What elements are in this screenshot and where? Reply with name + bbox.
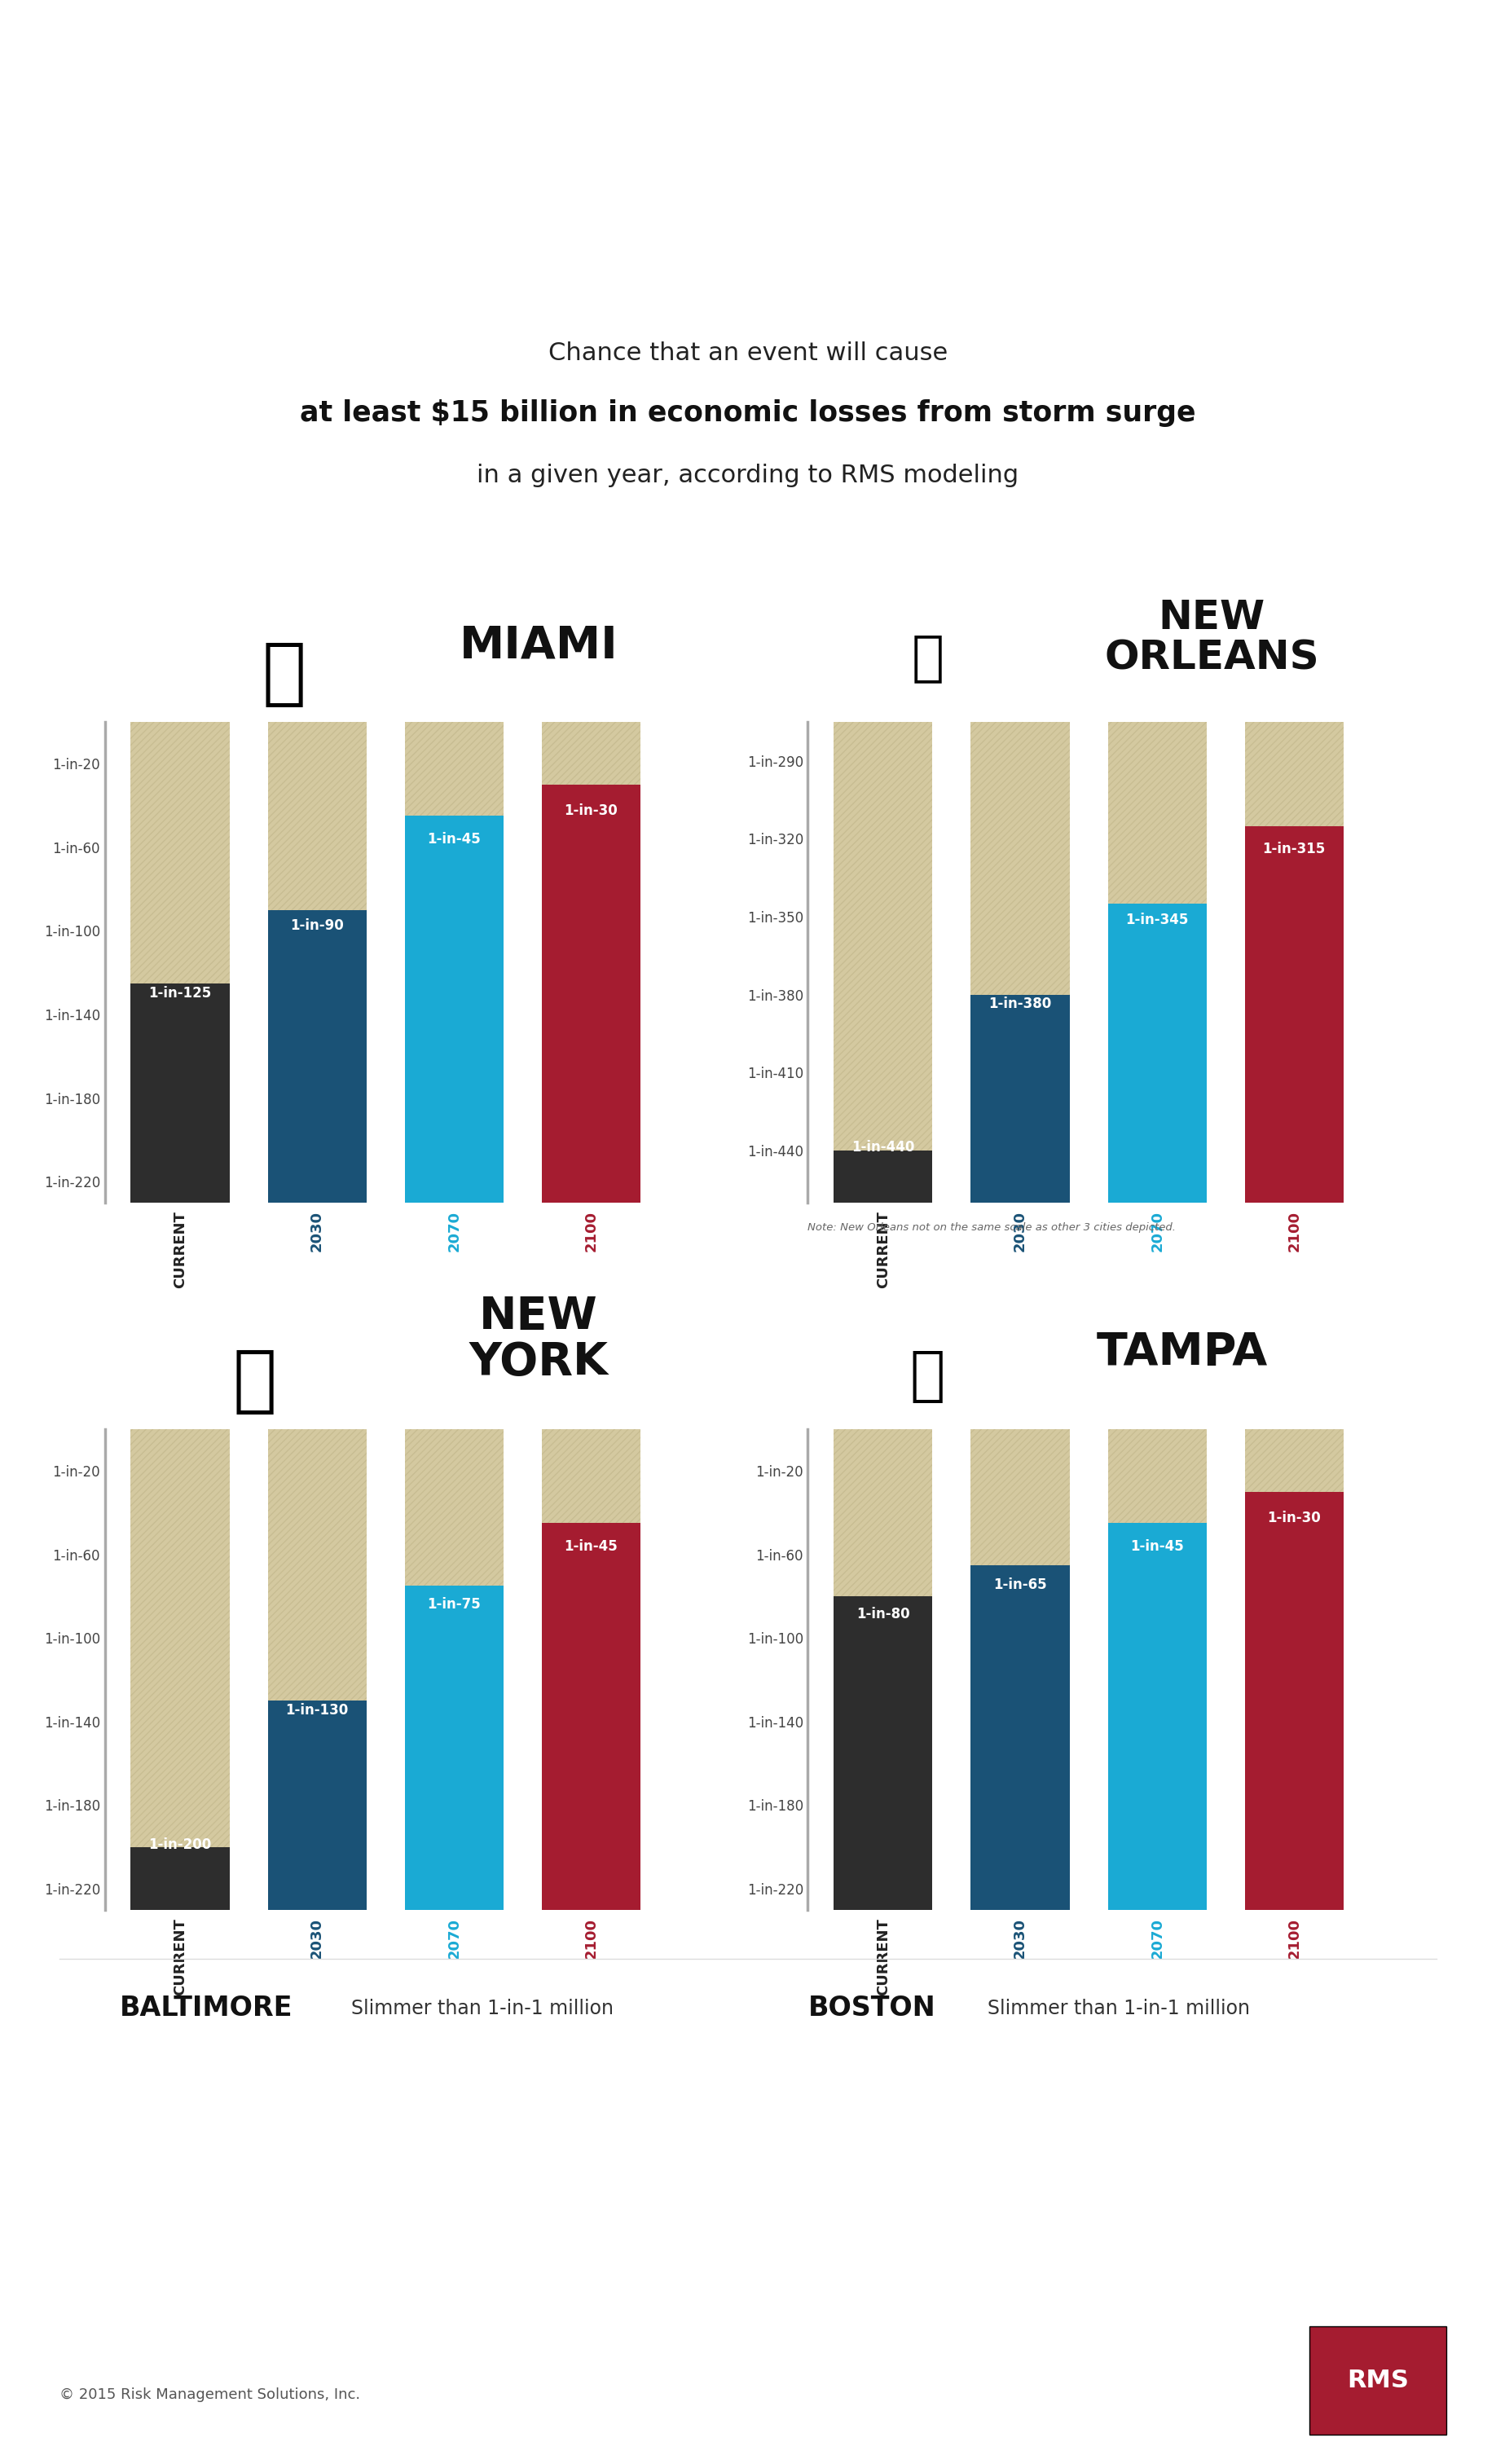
Text: BOSTON: BOSTON: [808, 1996, 935, 2020]
Bar: [1109, 1523, 1206, 1910]
Bar: [268, 909, 367, 1202]
Text: RMS: RMS: [1346, 2368, 1409, 2393]
Text: 1-in-380: 1-in-380: [989, 995, 1052, 1010]
Text: at least $15 billion in economic losses from storm surge: at least $15 billion in economic losses …: [301, 399, 1195, 426]
Text: Slimmer than 1-in-1 million: Slimmer than 1-in-1 million: [987, 1998, 1249, 2018]
Bar: [130, 1429, 229, 1848]
Bar: [971, 995, 1070, 1202]
Bar: [1109, 1429, 1206, 1523]
Bar: [971, 1565, 1070, 1910]
Text: Slimmer than 1-in-1 million: Slimmer than 1-in-1 million: [352, 1998, 613, 2018]
Bar: [130, 983, 229, 1202]
Text: ON THE RISE: ON THE RISE: [450, 202, 1046, 283]
Bar: [971, 722, 1070, 995]
Text: 1-in-315: 1-in-315: [1263, 840, 1325, 855]
Bar: [405, 816, 503, 1202]
Text: 1-in-125: 1-in-125: [148, 986, 211, 1000]
Text: 1-in-45: 1-in-45: [428, 833, 480, 848]
Bar: [405, 1587, 503, 1910]
Bar: [268, 1700, 367, 1910]
Text: 1-in-200: 1-in-200: [148, 1838, 211, 1853]
Text: TAMPA: TAMPA: [1097, 1331, 1267, 1375]
Text: BALTIMORE: BALTIMORE: [120, 1996, 293, 2020]
FancyBboxPatch shape: [1309, 2326, 1447, 2434]
Text: 1-in-345: 1-in-345: [1125, 914, 1189, 926]
Bar: [130, 722, 229, 983]
Bar: [405, 722, 503, 816]
Bar: [833, 1429, 932, 1597]
Text: 1-in-80: 1-in-80: [856, 1607, 910, 1621]
Text: 🗽: 🗽: [232, 1345, 277, 1417]
Bar: [268, 722, 367, 909]
Bar: [971, 1429, 1070, 1565]
Bar: [1245, 1491, 1343, 1910]
Text: 1-in-130: 1-in-130: [286, 1703, 349, 1717]
Text: 1-in-45: 1-in-45: [1131, 1540, 1183, 1555]
Text: 1-in-75: 1-in-75: [428, 1597, 480, 1611]
Bar: [833, 722, 932, 1151]
Text: 1-in-65: 1-in-65: [993, 1577, 1047, 1592]
Text: Chance that an event will cause: Chance that an event will cause: [548, 342, 948, 365]
Text: MIAMI: MIAMI: [459, 623, 618, 668]
Bar: [1245, 825, 1343, 1202]
Bar: [1245, 1429, 1343, 1491]
Text: 1-in-440: 1-in-440: [851, 1141, 914, 1156]
Text: 1-in-45: 1-in-45: [564, 1540, 618, 1555]
Text: in a given year, according to RMS modeling: in a given year, according to RMS modeli…: [477, 463, 1019, 488]
Text: NEW
ORLEANS: NEW ORLEANS: [1104, 599, 1319, 678]
Text: Note: New Orleans not on the same scale as other 3 cities depicted.: Note: New Orleans not on the same scale …: [808, 1222, 1176, 1232]
Bar: [130, 1848, 229, 1910]
Bar: [1245, 722, 1343, 825]
Text: 🌴: 🌴: [262, 638, 307, 710]
Text: 1-in-90: 1-in-90: [290, 919, 344, 934]
Bar: [542, 784, 640, 1202]
Text: 🦈: 🦈: [910, 1348, 945, 1404]
Bar: [833, 1597, 932, 1910]
Bar: [542, 722, 640, 784]
Bar: [833, 1151, 932, 1202]
Text: U.S. COASTAL FLOOD RISK: U.S. COASTAL FLOOD RISK: [127, 59, 1369, 143]
Bar: [542, 1523, 640, 1910]
Text: © 2015 Risk Management Solutions, Inc.: © 2015 Risk Management Solutions, Inc.: [60, 2388, 361, 2402]
Text: 🎭: 🎭: [911, 631, 944, 685]
Bar: [1109, 722, 1206, 904]
Text: 1-in-30: 1-in-30: [1267, 1510, 1321, 1525]
Bar: [268, 1429, 367, 1700]
Bar: [542, 1429, 640, 1523]
Text: 1-in-30: 1-in-30: [564, 803, 618, 818]
Text: NEW
YORK: NEW YORK: [468, 1296, 609, 1385]
Bar: [405, 1429, 503, 1587]
Bar: [1109, 904, 1206, 1202]
